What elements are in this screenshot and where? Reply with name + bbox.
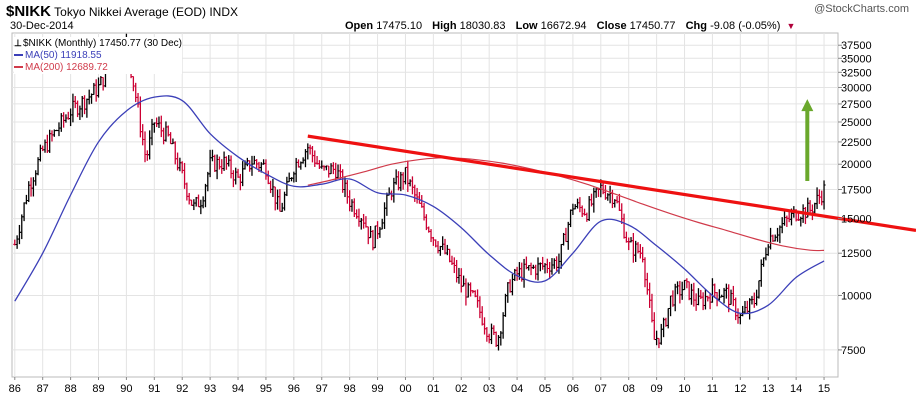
ma50-series (14, 95, 825, 315)
y-tick-label: 15000 (841, 214, 872, 226)
x-tick-label: 06 (567, 383, 579, 395)
ma200-series (307, 157, 825, 252)
index-name: Tokyo Nikkei Average (EOD) (54, 5, 206, 19)
close-label: Close (596, 20, 627, 32)
ma50-line (14, 95, 825, 315)
high-value: 18030.83 (459, 20, 506, 32)
y-tick-label: 37500 (841, 40, 872, 52)
legend-price-label: $NIKK (Monthly) 17450.77 (30 Dec) (23, 38, 182, 49)
close-value: 17450.77 (629, 20, 676, 32)
arrow-head (801, 99, 814, 112)
y-tick-label: 7500 (841, 345, 865, 357)
chg-label: Chg (685, 20, 707, 32)
x-tick-label: 96 (288, 383, 300, 395)
x-tick-label: 88 (64, 383, 76, 395)
x-tick-label: 04 (511, 383, 523, 395)
x-tick-label: 03 (483, 383, 495, 395)
open-label: Open (345, 20, 374, 32)
ma200-line (307, 157, 825, 252)
x-tick-label: 12 (734, 383, 746, 395)
legend-ma50-label: MA(50) 11918.55 (25, 50, 102, 61)
x-tick-label: 00 (399, 383, 411, 395)
trendline (307, 134, 916, 232)
brand-logo: @StockCharts.com (814, 3, 909, 15)
y-tick-label: 32500 (841, 67, 872, 79)
chart-legend: ⊥$NIKK (Monthly) 17450.77 (30 Dec) MA(50… (14, 37, 182, 74)
legend-price: ⊥$NIKK (Monthly) 17450.77 (30 Dec) (14, 37, 182, 50)
x-tick-label: 07 (595, 383, 607, 395)
x-tick-label: 95 (260, 383, 272, 395)
y-tick-label: 30000 (841, 82, 872, 94)
x-tick-label: 14 (790, 383, 802, 395)
x-tick-label: 10 (678, 383, 690, 395)
y-tick-label: 22500 (841, 137, 872, 149)
chevron-down-icon[interactable]: ▼ (786, 21, 796, 31)
y-tick-label: 27500 (841, 99, 872, 111)
y-tick-label: 10000 (841, 290, 872, 302)
ohlc-summary: Open 17475.10 High 18030.83 Low 16672.94… (345, 20, 795, 32)
x-tick-label: 01 (427, 383, 439, 395)
x-tick-label: 93 (204, 383, 216, 395)
ohlc-bar-icon: ⊥ (14, 38, 22, 48)
x-tick-label: 92 (176, 383, 188, 395)
x-tick-label: 86 (9, 383, 21, 395)
x-tick-label: 91 (148, 383, 160, 395)
high-label: High (432, 20, 457, 32)
ma50-swatch (14, 54, 23, 57)
exchange: INDX (209, 5, 238, 19)
y-axis: 7500 10000 12500 15000 17500 20000 22500 25000 2… (838, 40, 872, 357)
symbol: $NIKK (6, 3, 52, 20)
y-tick-label: 35000 (841, 53, 872, 65)
x-tick-label: 94 (232, 383, 244, 395)
legend-ma50: MA(50) 11918.55 (14, 50, 182, 62)
x-tick-label: 99 (371, 383, 383, 395)
x-tick-label: 09 (650, 383, 662, 395)
x-tick-label: 87 (37, 383, 49, 395)
plot-area (11, 32, 839, 378)
y-tick-label: 25000 (841, 117, 872, 129)
chg-value: -9.08 (-0.05%) (710, 20, 781, 32)
y-tick-label: 20000 (841, 159, 872, 171)
x-tick-label: 13 (762, 383, 774, 395)
x-tick-label: 02 (455, 383, 467, 395)
x-tick-label: 08 (623, 383, 635, 395)
x-tick-label: 90 (120, 383, 132, 395)
y-tick-label: 12500 (841, 248, 872, 260)
x-tick-label: 15 (818, 383, 830, 395)
x-axis: 86 87 88 89 90 91 92 93 94 95 96 97 98 99 00 01 02 03 04 05… (9, 377, 830, 395)
legend-ma200-label: MA(200) 12689.72 (25, 62, 108, 73)
x-tick-label: 11 (707, 383, 718, 395)
x-tick-label: 97 (316, 383, 328, 395)
chart-title: $NIKK Tokyo Nikkei Average (EOD) INDX (6, 3, 238, 20)
up-arrow-annotation (801, 99, 814, 182)
ma200-swatch (14, 66, 23, 69)
low-value: 16672.94 (540, 20, 587, 32)
x-tick-label: 05 (539, 383, 551, 395)
low-label: Low (515, 20, 538, 32)
x-tick-label: 89 (92, 383, 104, 395)
y-tick-label: 17500 (841, 185, 872, 197)
chart-date: 30-Dec-2014 (10, 20, 74, 32)
x-tick-label: 98 (344, 383, 356, 395)
trendline-series (307, 134, 916, 232)
open-value: 17475.10 (376, 20, 423, 32)
legend-ma200: MA(200) 12689.72 (14, 62, 182, 74)
